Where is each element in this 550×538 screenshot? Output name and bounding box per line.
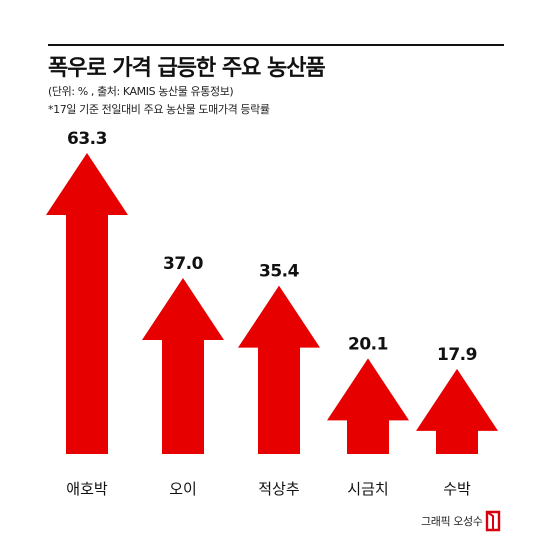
category-label-애호박: 애호박 — [66, 480, 108, 498]
unit-source-note: (단위: % , 출처: KAMIS 농산물 유통정보) — [48, 85, 234, 98]
category-label-시금치: 시금치 — [347, 480, 388, 498]
arrow-bar-적상추 — [238, 285, 320, 454]
arrow-bar-수박 — [416, 368, 498, 454]
arrow-bar-애호박 — [46, 153, 128, 454]
category-label-수박: 수박 — [443, 480, 471, 498]
publisher-logo-icon — [485, 510, 501, 532]
arrow-bar-시금치 — [327, 358, 409, 454]
category-label-오이: 오이 — [169, 480, 197, 498]
value-label-오이: 37.0 — [163, 254, 204, 274]
value-label-시금치: 20.1 — [348, 334, 388, 354]
value-label-수박: 17.9 — [437, 345, 477, 365]
value-label-적상추: 35.4 — [259, 262, 300, 282]
category-label-적상추: 적상추 — [258, 480, 299, 498]
chart-title: 폭우로 가격 급등한 주요 농산품 — [48, 56, 326, 81]
value-label-애호박: 63.3 — [67, 129, 107, 149]
arrow-bar-오이 — [142, 278, 224, 454]
graphic-credit: 그래픽 오성수 — [421, 515, 483, 528]
date-basis-note: *17일 기준 전일대비 주요 농산물 도매가격 등락률 — [48, 103, 270, 116]
top-rule — [48, 44, 504, 46]
